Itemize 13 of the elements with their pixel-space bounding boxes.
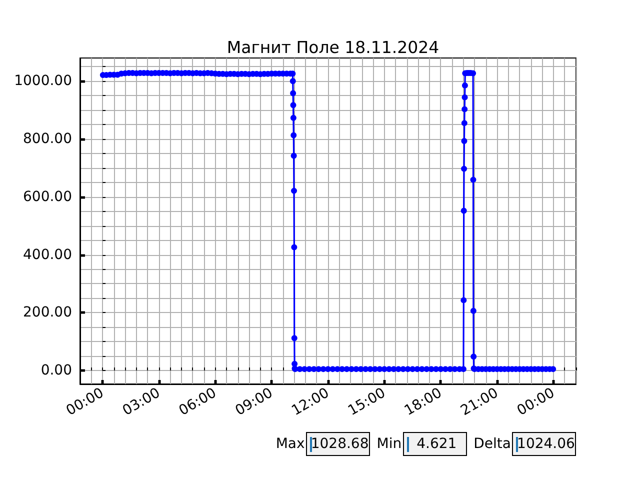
y-tick-label: 0.00: [40, 362, 72, 379]
chart-title: Магнит Поле 18.11.2024: [226, 38, 440, 57]
text-field: 1024.06: [512, 432, 576, 456]
text-field: 4.621: [402, 432, 467, 456]
y-tick-label: 600.00: [23, 188, 72, 205]
y-tick-label: 400.00: [23, 246, 72, 263]
y-tick-label: 800.00: [23, 131, 72, 147]
text: Max: [276, 435, 305, 454]
text: Min: [376, 435, 402, 454]
text: Delta: [474, 435, 511, 454]
y-tick-label: 200.00: [23, 304, 72, 321]
y-tick-label: 1000.00: [14, 73, 72, 90]
text-field: 1028.68: [306, 432, 370, 456]
